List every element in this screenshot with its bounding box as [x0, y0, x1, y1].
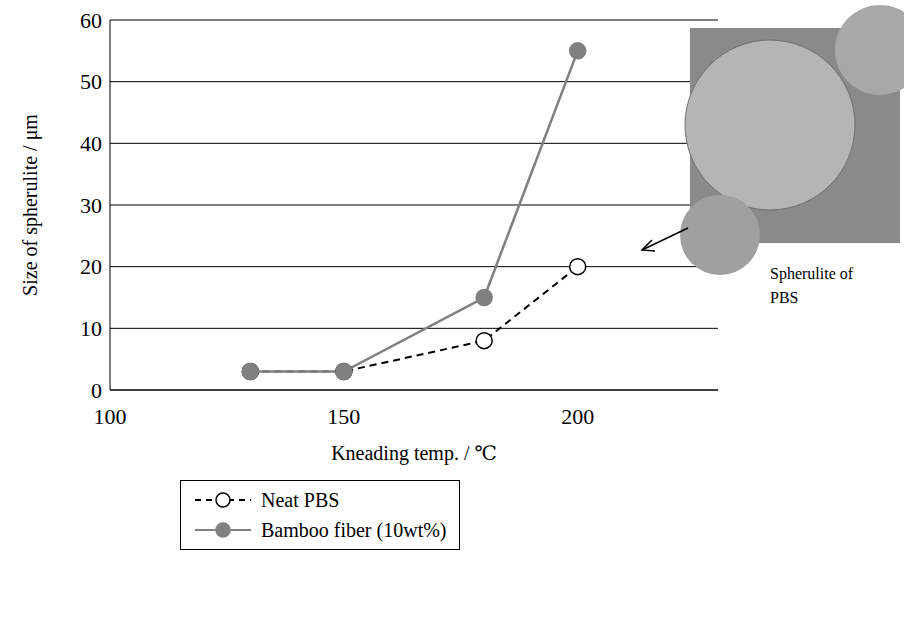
svg-text:30: 30	[80, 193, 102, 218]
svg-text:40: 40	[80, 131, 102, 156]
svg-text:20: 20	[80, 254, 102, 279]
svg-text:10: 10	[80, 316, 102, 341]
svg-text:50: 50	[80, 69, 102, 94]
html-text:Neat PBS: Neat PBS	[261, 488, 340, 511]
svg-text:Size of spherulite / μm: Size of spherulite / μm	[19, 114, 42, 296]
html-text:Spherulite of PBS: Spherulite of PBS	[770, 265, 854, 306]
svg-text:0: 0	[91, 378, 102, 403]
svg-text:150: 150	[327, 404, 360, 429]
svg-text:200: 200	[561, 404, 594, 429]
svg-text:Kneading temp. / ℃: Kneading temp. / ℃	[331, 442, 497, 465]
html-text:Bamboo fiber (10wt%): Bamboo fiber (10wt%)	[261, 518, 447, 541]
svg-text:60: 60	[80, 8, 102, 33]
svg-text:100: 100	[94, 404, 127, 429]
